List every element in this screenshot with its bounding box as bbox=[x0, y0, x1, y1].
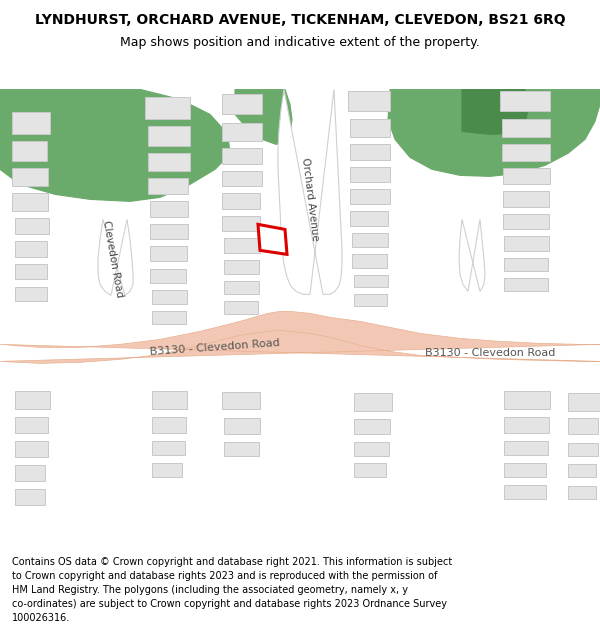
Bar bbox=[504, 463, 546, 478]
Polygon shape bbox=[235, 89, 292, 144]
Polygon shape bbox=[98, 219, 133, 296]
Bar bbox=[15, 391, 50, 409]
Polygon shape bbox=[459, 219, 485, 291]
Bar bbox=[15, 288, 47, 301]
Bar bbox=[503, 168, 550, 184]
Bar bbox=[568, 418, 598, 434]
Bar bbox=[350, 144, 390, 161]
Bar bbox=[224, 261, 259, 274]
Bar bbox=[152, 441, 185, 456]
Bar bbox=[504, 418, 549, 433]
Bar bbox=[350, 211, 388, 226]
Bar bbox=[15, 466, 45, 481]
Text: Contains OS data © Crown copyright and database right 2021. This information is : Contains OS data © Crown copyright and d… bbox=[12, 557, 452, 622]
Bar bbox=[152, 311, 186, 324]
Bar bbox=[350, 189, 390, 204]
Bar bbox=[152, 418, 186, 433]
Bar bbox=[504, 441, 548, 456]
Bar bbox=[504, 391, 550, 409]
Bar bbox=[145, 98, 190, 119]
Bar bbox=[222, 193, 260, 209]
Bar bbox=[224, 442, 259, 456]
Polygon shape bbox=[258, 224, 287, 254]
Bar bbox=[12, 193, 48, 211]
Bar bbox=[12, 112, 50, 134]
Bar bbox=[12, 141, 47, 161]
Bar bbox=[350, 168, 390, 182]
Bar bbox=[15, 489, 45, 506]
Bar bbox=[150, 246, 187, 261]
Bar bbox=[224, 238, 260, 253]
Bar bbox=[502, 119, 550, 138]
Bar bbox=[222, 94, 262, 114]
Bar bbox=[568, 464, 596, 478]
Text: LYNDHURST, ORCHARD AVENUE, TICKENHAM, CLEVEDON, BS21 6RQ: LYNDHURST, ORCHARD AVENUE, TICKENHAM, CL… bbox=[35, 13, 565, 27]
Polygon shape bbox=[0, 311, 600, 363]
Bar bbox=[148, 178, 188, 194]
Text: B3130 - Clevedon Road: B3130 - Clevedon Road bbox=[425, 348, 555, 358]
Bar bbox=[224, 418, 260, 434]
Bar bbox=[354, 419, 390, 434]
Bar bbox=[354, 393, 392, 411]
Polygon shape bbox=[0, 89, 230, 201]
Bar bbox=[568, 393, 600, 411]
Bar bbox=[222, 216, 260, 231]
Bar bbox=[354, 463, 386, 478]
Bar bbox=[150, 201, 188, 217]
Bar bbox=[224, 301, 258, 314]
Bar bbox=[150, 269, 186, 283]
Bar bbox=[15, 241, 47, 258]
Bar bbox=[148, 153, 190, 171]
Bar bbox=[148, 126, 190, 146]
Bar bbox=[504, 486, 546, 499]
Polygon shape bbox=[388, 89, 600, 176]
Bar bbox=[568, 443, 598, 456]
Bar bbox=[352, 254, 387, 268]
Bar bbox=[15, 418, 48, 433]
Polygon shape bbox=[278, 89, 342, 294]
Bar bbox=[222, 148, 262, 164]
Bar bbox=[504, 278, 548, 291]
Bar bbox=[354, 442, 389, 456]
Bar bbox=[350, 119, 390, 138]
Bar bbox=[354, 294, 387, 306]
Bar bbox=[354, 276, 388, 288]
Bar bbox=[503, 191, 549, 208]
Bar bbox=[222, 392, 260, 409]
Text: B3130 - Clevedon Road: B3130 - Clevedon Road bbox=[149, 338, 280, 357]
Bar bbox=[152, 291, 187, 304]
Bar bbox=[15, 441, 48, 458]
Bar bbox=[504, 258, 548, 271]
Bar bbox=[222, 171, 262, 186]
Bar bbox=[224, 281, 259, 294]
Bar bbox=[12, 168, 48, 186]
Bar bbox=[504, 236, 549, 251]
Bar bbox=[222, 123, 262, 141]
Bar bbox=[152, 391, 187, 409]
Text: Clevedon Road: Clevedon Road bbox=[101, 220, 125, 299]
Bar bbox=[503, 214, 549, 229]
Text: Map shows position and indicative extent of the property.: Map shows position and indicative extent… bbox=[120, 36, 480, 49]
Bar bbox=[502, 144, 550, 161]
Bar bbox=[568, 486, 596, 499]
Bar bbox=[15, 264, 47, 279]
Bar bbox=[352, 233, 388, 248]
Bar bbox=[15, 218, 49, 234]
Bar bbox=[152, 463, 182, 478]
Bar bbox=[500, 91, 550, 111]
Text: Orchard Avenue: Orchard Avenue bbox=[300, 157, 320, 242]
Bar bbox=[150, 224, 188, 239]
Bar bbox=[348, 91, 390, 111]
Polygon shape bbox=[462, 89, 528, 134]
